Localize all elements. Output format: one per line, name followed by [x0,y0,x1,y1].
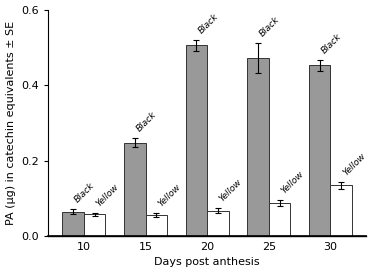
X-axis label: Days post anthesis: Days post anthesis [154,257,260,268]
Text: Yellow: Yellow [156,182,182,208]
Bar [330,185,352,236]
Text: Yellow: Yellow [95,182,121,208]
Text: Black: Black [196,12,220,35]
Text: Black: Black [258,15,282,38]
Bar [269,203,290,236]
Bar [186,46,207,236]
Bar [146,215,167,236]
Text: Yellow: Yellow [218,178,244,204]
Text: Yellow: Yellow [341,151,367,177]
Bar [207,211,229,236]
Text: Yellow: Yellow [279,170,306,195]
Bar [309,66,330,236]
Bar [124,143,146,236]
Bar [84,214,105,236]
Text: Black: Black [73,181,97,204]
Text: Black: Black [320,32,343,55]
Bar [247,58,269,236]
Bar [62,212,84,236]
Y-axis label: PA (μg) in catechin equivalents ± SE: PA (μg) in catechin equivalents ± SE [6,21,15,225]
Text: Black: Black [135,110,158,133]
